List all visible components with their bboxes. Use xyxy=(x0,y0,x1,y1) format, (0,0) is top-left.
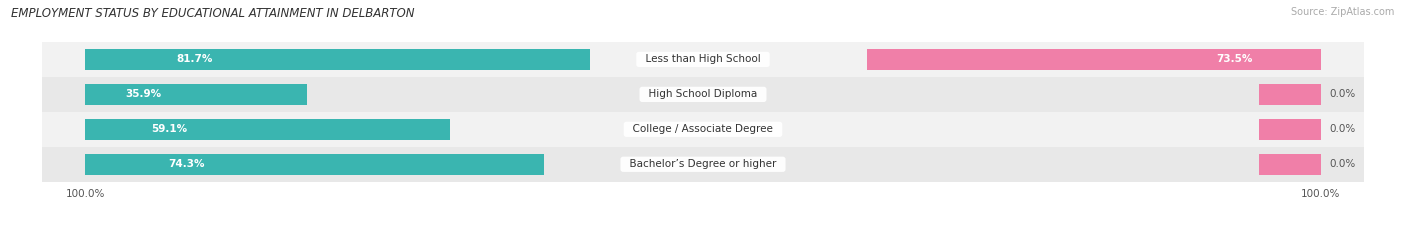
Bar xyxy=(86,84,307,105)
Bar xyxy=(42,42,1364,77)
Text: Source: ZipAtlas.com: Source: ZipAtlas.com xyxy=(1291,7,1395,17)
Bar xyxy=(1258,154,1320,175)
Text: Bachelor’s Degree or higher: Bachelor’s Degree or higher xyxy=(623,159,783,169)
Text: College / Associate Degree: College / Associate Degree xyxy=(626,124,780,134)
Bar xyxy=(1258,84,1320,105)
Bar xyxy=(86,119,450,140)
Bar xyxy=(42,112,1364,147)
Text: 0.0%: 0.0% xyxy=(1330,89,1357,99)
Text: 35.9%: 35.9% xyxy=(125,89,162,99)
Text: Less than High School: Less than High School xyxy=(638,55,768,64)
Bar xyxy=(86,49,591,70)
Text: High School Diploma: High School Diploma xyxy=(643,89,763,99)
Bar xyxy=(1258,119,1320,140)
Text: 81.7%: 81.7% xyxy=(176,55,212,64)
Text: EMPLOYMENT STATUS BY EDUCATIONAL ATTAINMENT IN DELBARTON: EMPLOYMENT STATUS BY EDUCATIONAL ATTAINM… xyxy=(11,7,415,20)
Bar xyxy=(42,77,1364,112)
Text: 59.1%: 59.1% xyxy=(150,124,187,134)
Bar xyxy=(866,49,1320,70)
Text: 0.0%: 0.0% xyxy=(1330,124,1357,134)
Text: 74.3%: 74.3% xyxy=(167,159,204,169)
Text: 73.5%: 73.5% xyxy=(1216,55,1253,64)
Text: 0.0%: 0.0% xyxy=(1330,159,1357,169)
Bar xyxy=(42,147,1364,182)
Bar xyxy=(86,154,544,175)
